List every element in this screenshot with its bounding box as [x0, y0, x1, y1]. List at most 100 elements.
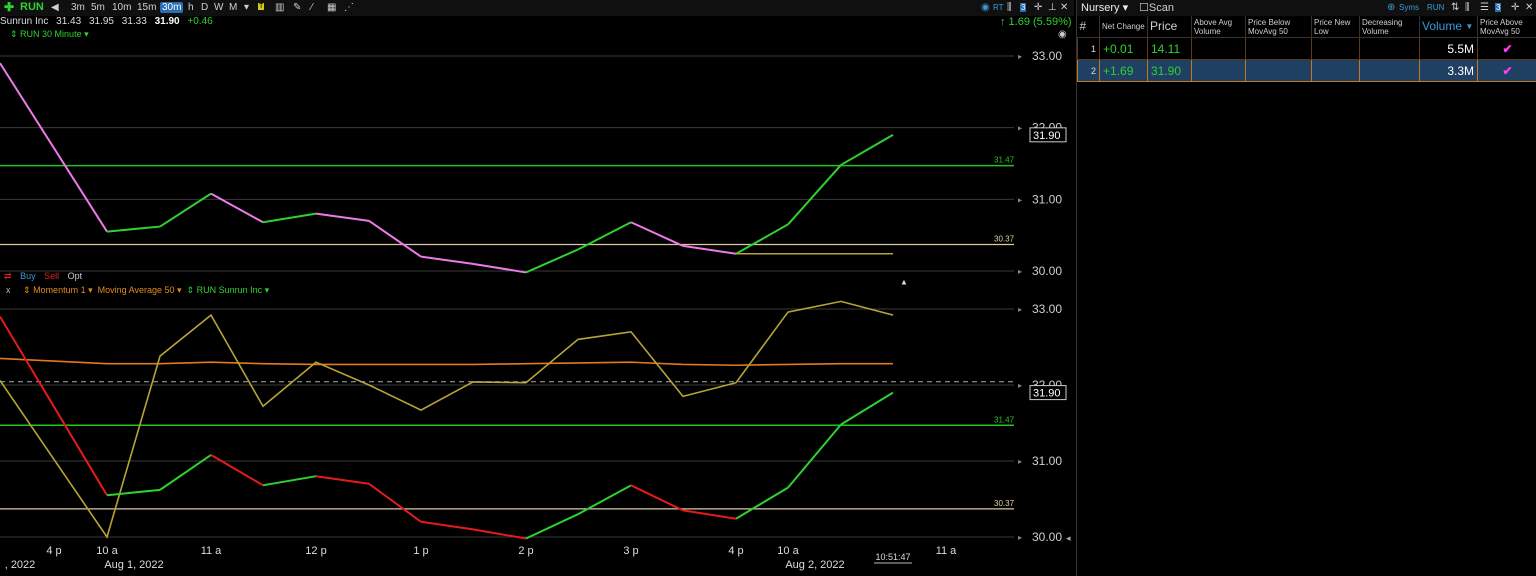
sell-button[interactable]: Sell [44, 271, 60, 281]
column-price-below-ma50[interactable]: Price Below MovAvg 50 [1245, 16, 1312, 38]
scan-toggle[interactable]: ☐Scan [1139, 1, 1174, 14]
share-icon[interactable]: ⋰ [344, 2, 354, 13]
watchlist-selector[interactable]: Nursery ▾ [1081, 2, 1129, 14]
add-syms-icon[interactable]: ⊕ [1387, 2, 1396, 13]
data-point [106, 494, 108, 496]
studies-icon[interactable]: ▥ [275, 2, 285, 13]
price-segment [472, 528, 527, 540]
table-row[interactable]: 1 +0.01 14.11 5.5M ✔ [1077, 37, 1536, 60]
scan-checkbox[interactable]: ☐ [1139, 2, 1149, 14]
price-segment [262, 212, 317, 224]
price-chart[interactable]: 33.00▸32.00▸31.00▸30.00▸31.9031.4730.37▲… [0, 0, 1074, 576]
eye-icon[interactable]: ◉ [1058, 29, 1067, 40]
rt-icon[interactable]: RT [993, 3, 1004, 12]
chart-window: ✚ RUN ◀ 3m 5m 10m 15m 30m h D W M ▾ T ▥ … [0, 0, 1074, 576]
price-segment [0, 62, 108, 233]
close-icon[interactable]: ✕ [1060, 2, 1069, 13]
interval-10m[interactable]: 10m [112, 2, 132, 13]
column-price-above-ma50[interactable]: Price Above MovAvg 50 [1477, 16, 1536, 38]
price-segment [735, 486, 789, 520]
price-segment [106, 225, 161, 233]
column-price[interactable]: Price [1147, 16, 1192, 38]
table-row[interactable]: 2 +1.69 31.90 3.3M ✔ [1077, 59, 1536, 82]
interval-week[interactable]: W [214, 2, 224, 13]
tick-mark: ▸ [1018, 52, 1022, 61]
study-run[interactable]: ⇕ RUN Sunrun Inc ▾ [186, 285, 270, 295]
study-momentum[interactable]: ⇕ Momentum 1 ▾ [23, 285, 93, 295]
tick-mark: ▸ [1018, 533, 1022, 542]
column-net-change[interactable]: Net Change [1099, 16, 1148, 38]
buy-button[interactable]: Buy [20, 271, 36, 281]
add-symbol-icon[interactable]: ✚ [4, 0, 15, 14]
menu-icon[interactable]: ☰ [1480, 2, 1489, 13]
interval-day[interactable]: D [201, 2, 209, 13]
watchlist-toolbar: Nursery ▾ ☐Scan ⊕ Syms RUN ⇅ ⫼ ☰ 3 ✛ ✕ [1077, 0, 1536, 16]
price-segment [682, 244, 737, 255]
date-axis-label: Aug 2, 2022 [785, 559, 844, 571]
trade-icon[interactable]: T [258, 3, 265, 10]
panel-link-icon[interactable]: ⫼ [1465, 2, 1470, 13]
interval-month[interactable]: M [229, 2, 238, 13]
time-axis-label: 10 a [777, 545, 799, 557]
legend-dropdown-icon[interactable]: ▾ [81, 29, 89, 39]
top-chart-legend[interactable]: ⇕ RUN 30 Minute ▾ [10, 29, 89, 40]
price-segment [840, 391, 894, 426]
draw-pen-icon[interactable]: ✎ [293, 2, 302, 13]
bar-style-icon[interactable]: ◀ [51, 2, 59, 13]
row-above-avg-volume [1191, 37, 1246, 60]
syms-label[interactable]: Syms [1399, 3, 1419, 12]
study-momentum-label: Momentum 1 [33, 285, 86, 295]
tick-mark: ▸ [1018, 457, 1022, 466]
remove-study-button[interactable]: x [6, 285, 11, 295]
price-segment [525, 248, 579, 274]
data-point [159, 226, 161, 228]
data-point [840, 164, 842, 166]
series-momentum-line [0, 300, 894, 539]
interval-hour[interactable]: h [188, 2, 194, 13]
interval-3m[interactable]: 3m [71, 2, 85, 13]
panel-close-icon[interactable]: ✕ [1525, 2, 1534, 13]
link-group-icon[interactable]: 3 [1020, 3, 1027, 12]
price-segment [787, 164, 842, 226]
data-point [735, 253, 737, 255]
drawing-tools-icon[interactable]: ▦ [327, 2, 337, 13]
price-segment [368, 482, 422, 523]
move-icon[interactable]: ✛ [1034, 2, 1043, 13]
panel-link-group-icon[interactable]: 3 [1495, 3, 1502, 12]
column-decreasing-volume[interactable]: Decreasing Volume [1359, 16, 1420, 38]
draw-line-icon[interactable]: ⁄ [311, 2, 313, 13]
interval-5m[interactable]: 5m [91, 2, 105, 13]
time-axis-label: 11 a [936, 545, 957, 557]
row-net-change: +1.69 [1099, 59, 1148, 82]
pin-icon[interactable]: ⊥ [1048, 2, 1057, 13]
row-decreasing-volume [1359, 59, 1420, 82]
study-moving-average[interactable]: Moving Average 50 ▾ [97, 285, 182, 295]
refresh-icon[interactable]: ◉ [981, 2, 990, 13]
opt-button[interactable]: Opt [67, 271, 83, 281]
quote-change: +0.46 [187, 16, 213, 27]
last-price-box [1029, 127, 1067, 143]
data-point [682, 245, 684, 247]
scan-label: Scan [1148, 2, 1174, 14]
column-volume[interactable]: Volume ▼ [1419, 16, 1478, 38]
trade-icon-2[interactable]: ⇄ [4, 271, 12, 281]
column-above-avg-volume[interactable]: Above Avg Volume [1191, 16, 1246, 38]
data-point [735, 518, 737, 520]
sort-icon[interactable]: ⇅ [1451, 2, 1460, 13]
column-price-new-low[interactable]: Price New Low [1311, 16, 1360, 38]
panel-symbol[interactable]: RUN [1427, 3, 1445, 12]
series-moving-average-line [0, 357, 893, 367]
interval-dropdown-icon[interactable]: ▾ [244, 2, 250, 13]
time-axis-label: 10 a [96, 545, 118, 557]
column-index[interactable]: # [1077, 16, 1100, 38]
price-segment [420, 520, 474, 531]
panel-move-icon[interactable]: ✛ [1511, 2, 1520, 13]
interval-15m[interactable]: 15m [137, 2, 157, 13]
chart-toolbar: ✚ RUN ◀ 3m 5m 10m 15m 30m h D W M ▾ T ▥ … [0, 0, 1074, 16]
interval-30m[interactable]: 30m [160, 2, 184, 13]
symbol-input[interactable]: RUN [20, 1, 44, 13]
price-segment [420, 255, 474, 265]
watchlist-table: # Net Change Price Above Avg Volume Pric… [1077, 16, 1536, 82]
time-axis-label: 4 p [728, 545, 743, 557]
link-icon[interactable]: ⫼ [1007, 2, 1012, 13]
